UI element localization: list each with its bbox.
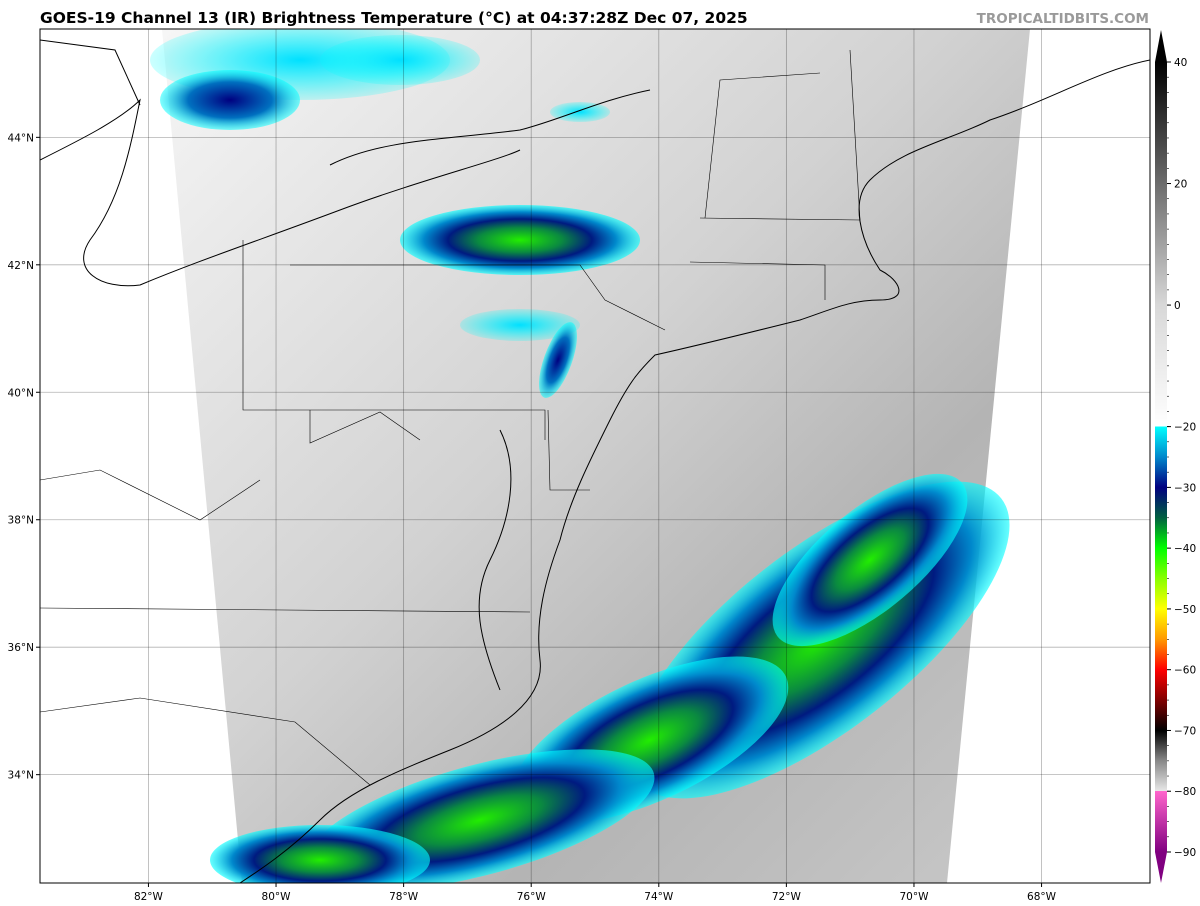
colorbar-max-extension <box>1155 30 1167 62</box>
cloud-region-atlantic <box>210 473 1010 883</box>
colorbar-tick-label: 40 <box>1174 57 1187 69</box>
lat-tick-label: 42°N <box>8 260 34 272</box>
lon-tick-label: 78°W <box>389 891 419 903</box>
colorbar-tick-label: −90 <box>1174 847 1196 859</box>
coastlines <box>40 39 1150 883</box>
colorbar: 40 20 0 −20 −30 −40 −50 −60 −70 −80 −90 <box>1155 30 1196 883</box>
colorbar-tick-label: −40 <box>1174 543 1196 555</box>
gridlines <box>40 29 1150 883</box>
colorbar-tick-label: −20 <box>1174 422 1196 434</box>
colorbar-min-extension <box>1155 852 1167 883</box>
lon-tick-label: 72°W <box>772 891 802 903</box>
cloud-region-great-lakes <box>150 29 610 130</box>
lon-tick-label: 82°W <box>134 891 164 903</box>
colorbar-tick-label: −60 <box>1174 665 1196 677</box>
lon-tick-label: 80°W <box>262 891 292 903</box>
lat-tick-label: 38°N <box>8 515 34 527</box>
lon-tick-label: 68°W <box>1027 891 1057 903</box>
lat-tick-label: 40°N <box>8 387 34 399</box>
lon-tick-label: 76°W <box>517 891 547 903</box>
colorbar-tick-label: −70 <box>1174 725 1196 737</box>
colorbar-gradient <box>1155 62 1167 852</box>
colorbar-tick-label: 0 <box>1174 300 1181 312</box>
latitude-ticks: 44°N 42°N 40°N 38°N 36°N 34°N <box>8 132 40 782</box>
watermark: TROPICALTIDBITS.COM <box>976 11 1149 27</box>
lon-tick-label: 70°W <box>899 891 929 903</box>
colorbar-tick-label: −30 <box>1174 482 1196 494</box>
lat-tick-label: 34°N <box>8 770 34 782</box>
lat-tick-label: 44°N <box>8 132 34 144</box>
map-title: GOES-19 Channel 13 (IR) Brightness Tempe… <box>40 9 748 27</box>
longitude-ticks: 82°W 80°W 78°W 76°W 74°W 72°W 70°W 68°W <box>134 883 1057 903</box>
colorbar-tick-label: 20 <box>1174 179 1187 191</box>
map-frame <box>39 28 1151 884</box>
lon-tick-label: 74°W <box>644 891 674 903</box>
colorbar-tick-label: −80 <box>1174 786 1196 798</box>
cloud-region-new-york <box>400 205 640 398</box>
state-borders <box>40 49 861 786</box>
colorbar-tick-label: −50 <box>1174 604 1196 616</box>
lat-tick-label: 36°N <box>8 642 34 654</box>
